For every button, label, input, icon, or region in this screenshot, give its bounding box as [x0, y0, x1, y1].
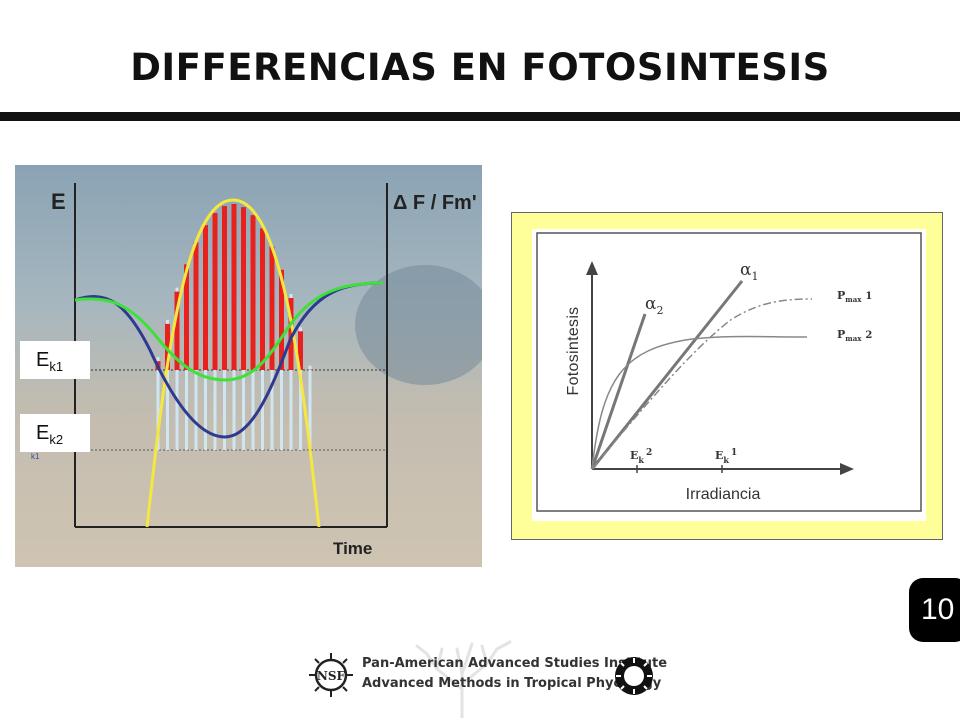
blue-curve — [74, 281, 384, 439]
nsf-text: NSF — [317, 669, 346, 683]
ek1-axis-label: Ek1 — [715, 448, 737, 465]
right-x-arrow — [840, 463, 854, 475]
right-chart-inner: α2 α1 Pmax 1 Pmax 2 Ek2 Ek1 — [532, 229, 926, 521]
left-y-label: E — [51, 189, 66, 214]
ek2-label: Ek2 — [20, 414, 90, 452]
ek2-main: E — [36, 422, 50, 444]
ek2-axis-label: Ek2 — [630, 448, 652, 465]
ek2r-num: 2 — [646, 448, 652, 458]
pmax2-curve — [591, 335, 808, 470]
left-chart: E Δ F / Fm' Time k1 — [15, 165, 482, 567]
alpha1-sub: 1 — [751, 270, 758, 283]
alpha1-line — [590, 280, 744, 470]
ek2r-sub: k — [638, 455, 644, 465]
pmax1-sub: max — [845, 295, 862, 304]
pmax1-curve — [591, 298, 813, 470]
footer-text: Pan-American Advanced Studies Institute … — [362, 654, 667, 694]
page-number-badge: 10 — [909, 578, 960, 642]
pmax2-sub: max — [845, 334, 862, 343]
ek2-sub: k2 — [49, 432, 64, 447]
ek1-main: E — [36, 349, 50, 371]
page-title: DIFFERENCIAS EN FOTOSINTESIS — [130, 46, 830, 89]
pmax2-label: Pmax 2 — [837, 328, 872, 343]
footer-line1: Pan-American Advanced Studies Institute — [362, 656, 668, 671]
left-chart-svg: E Δ F / Fm' Time k1 — [15, 165, 482, 567]
small-k1-mark: k1 — [31, 452, 40, 461]
alpha1-main: α — [740, 260, 752, 280]
ek1-label: Ek1 — [20, 341, 90, 379]
alpha2-label: α2 — [645, 294, 663, 317]
ek1r-num: 1 — [731, 448, 737, 458]
alpha2-line — [590, 313, 647, 470]
coral-watermark-icon — [415, 640, 512, 718]
alpha2-main: α — [645, 294, 657, 314]
alpha2-sub: 2 — [656, 304, 663, 317]
pmax1-label: Pmax 1 — [837, 289, 872, 304]
right-y-arrow — [586, 261, 598, 275]
pmax2-num: 2 — [865, 330, 872, 341]
ek1-sub: k1 — [49, 359, 64, 374]
right-chart-svg: α2 α1 Pmax 1 Pmax 2 Ek2 Ek1 — [536, 232, 922, 512]
pmax2-main: P — [837, 328, 845, 341]
pmax1-main: P — [837, 289, 845, 302]
yellow-irradiance-curve — [145, 198, 321, 528]
sunburst-logo-icon — [615, 657, 653, 695]
ek1r-main: E — [715, 449, 723, 462]
left-y2-label: Δ F / Fm' — [393, 192, 477, 214]
ek1r-sub: k — [723, 455, 729, 465]
nsf-logo-icon: NSF — [309, 653, 353, 697]
right-x-label: Irradiancia — [656, 481, 790, 508]
pmax1-num: 1 — [865, 291, 872, 302]
green-curve — [74, 281, 384, 382]
left-x-label: Time — [333, 539, 372, 558]
right-inner-border — [536, 232, 922, 512]
alpha1-label: α1 — [740, 260, 758, 283]
ek2r-main: E — [630, 449, 638, 462]
title-rule — [0, 112, 960, 121]
right-y-label: Fotosintesis — [565, 306, 582, 396]
footer-line2: Advanced Methods in Tropical Phycology — [362, 676, 662, 691]
